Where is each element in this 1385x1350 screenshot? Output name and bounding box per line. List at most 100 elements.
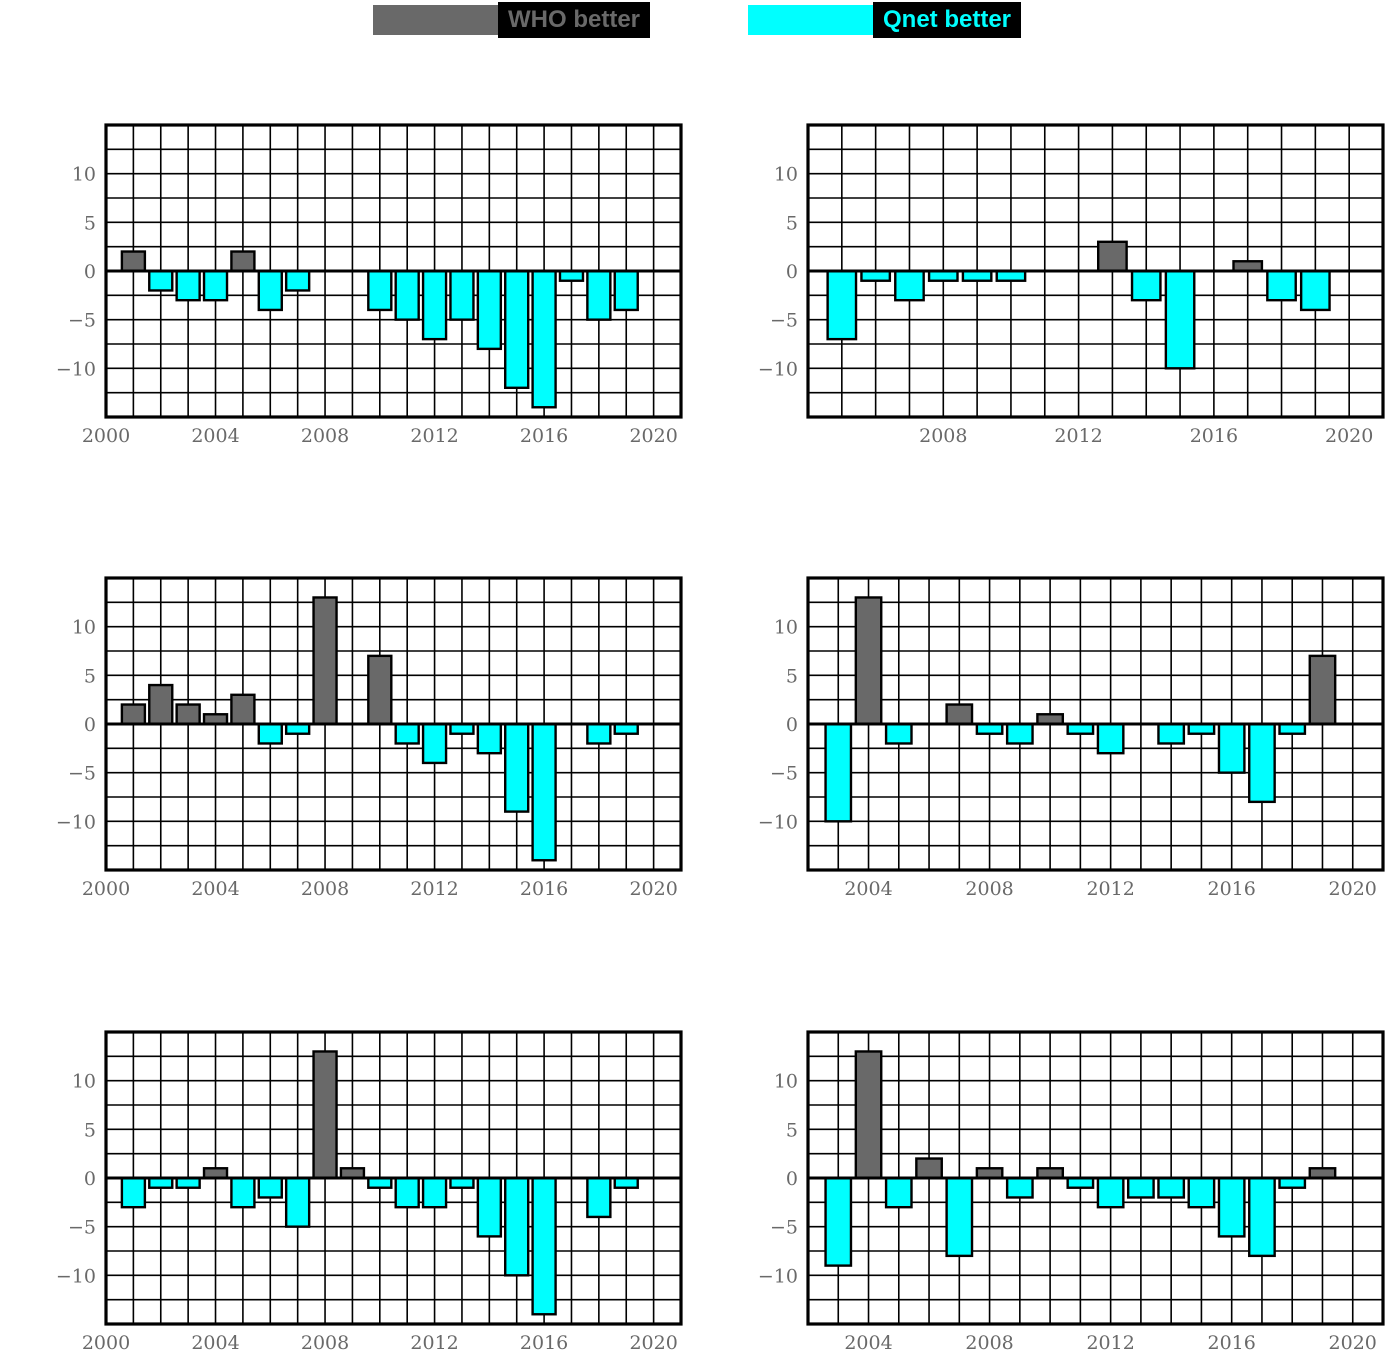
- bar-2011: [394, 722, 420, 745]
- x-tick-label: 2012: [410, 425, 458, 447]
- y-tick-label: −5: [770, 763, 798, 785]
- bar-2008: [312, 596, 338, 726]
- x-tick-label: 2016: [520, 1332, 568, 1350]
- bar-2013: [449, 269, 475, 321]
- bar-2015: [504, 1176, 530, 1277]
- bar-2014: [476, 1176, 503, 1238]
- bar-2007: [284, 269, 311, 292]
- x-tick-label: 2000: [82, 1332, 130, 1350]
- x-tick-label: 2012: [410, 878, 458, 900]
- bar-2016: [1217, 722, 1246, 774]
- y-tick-label: 5: [786, 1119, 798, 1141]
- x-tick-label: 2012: [1086, 878, 1134, 900]
- x-tick-label: 2020: [1329, 878, 1377, 900]
- y-tick-label: 0: [84, 1168, 96, 1190]
- x-tick-label: 2008: [919, 425, 967, 447]
- x-tick-label: 2012: [1086, 1332, 1134, 1350]
- bar-2015: [1187, 1176, 1216, 1209]
- x-tick-label: 2004: [844, 1332, 892, 1350]
- bar-2003: [175, 269, 201, 302]
- bar-2004: [854, 596, 883, 726]
- chart-panel-1: 10 5 0 −5 −10 2000 2004 2008 2012 2016 2020: [56, 123, 683, 447]
- plot-frame: [104, 1030, 683, 1326]
- x-tick-label: 2000: [82, 425, 130, 447]
- plot-frame: [806, 123, 1385, 419]
- x-tick-label: 2012: [1054, 425, 1102, 447]
- bar-2016: [531, 269, 557, 409]
- bar-2014: [1157, 722, 1186, 745]
- plot-frame: [104, 123, 683, 419]
- bar-2003: [824, 1176, 853, 1267]
- x-tick-label: 2004: [844, 878, 892, 900]
- y-tick-label: 5: [84, 665, 96, 687]
- plot-frame: [806, 576, 1385, 872]
- bar-2015: [504, 269, 530, 390]
- bar-2019: [1308, 654, 1337, 726]
- y-tick-label: −10: [758, 1265, 798, 1287]
- bar-2012: [421, 269, 448, 341]
- x-tick-label: 2012: [410, 1332, 458, 1350]
- bar-2014: [476, 269, 503, 351]
- bar-2002: [148, 683, 174, 726]
- bar-2001: [120, 1176, 147, 1209]
- x-tick-label: 2016: [1190, 425, 1238, 447]
- x-tick-label: 2020: [629, 425, 677, 447]
- bar-2019: [1299, 269, 1331, 312]
- bar-2005: [884, 722, 913, 745]
- x-tick-label: 2008: [965, 1332, 1013, 1350]
- x-tick-label: 2008: [301, 878, 349, 900]
- bar-2014: [1130, 269, 1162, 302]
- bar-2009: [1005, 722, 1034, 745]
- bar-2008: [312, 1050, 338, 1180]
- bar-2007: [945, 703, 974, 726]
- bar-2005: [230, 250, 256, 273]
- bar-2019: [613, 269, 639, 312]
- y-tick-label: −5: [68, 763, 96, 785]
- y-tick-label: 10: [72, 617, 96, 639]
- bar-2017: [1248, 722, 1276, 804]
- bar-2004: [202, 269, 229, 302]
- y-tick-label: 0: [84, 261, 96, 283]
- x-tick-label: 2020: [629, 878, 677, 900]
- bar-2010: [367, 654, 393, 726]
- y-tick-label: 5: [84, 212, 96, 234]
- plot-frame: [104, 576, 683, 872]
- y-tick-label: 10: [72, 164, 96, 186]
- bar-2005: [884, 1176, 913, 1209]
- bar-2006: [257, 269, 283, 312]
- plot-frame: [806, 1030, 1385, 1326]
- chart-panel-2: 10 5 0 −5 −10 2008 2012 2016 2020: [758, 123, 1385, 447]
- y-tick-label: 0: [786, 1168, 798, 1190]
- x-tick-label: 2008: [301, 425, 349, 447]
- bar-2014: [476, 722, 503, 755]
- bar-2001: [120, 703, 147, 726]
- chart-panel-4: 10 5 0 −5 −10 2004 2008 2012 2016 2020: [758, 576, 1385, 900]
- bar-2018: [586, 269, 612, 321]
- bar-2007: [894, 269, 925, 302]
- x-tick-label: 2020: [1329, 1332, 1377, 1350]
- bar-2006: [257, 722, 283, 745]
- y-tick-label: −10: [56, 1265, 96, 1287]
- bar-2017: [1248, 1176, 1276, 1258]
- bar-2003: [824, 722, 853, 823]
- x-tick-label: 2004: [191, 878, 239, 900]
- y-tick-label: −10: [56, 358, 96, 380]
- chart-panel-6: 10 5 0 −5 −10 2004 2008 2012 2016 2020: [758, 1030, 1385, 1350]
- bar-2018: [1266, 269, 1297, 302]
- legend: WHO better Qnet better: [0, 0, 1385, 50]
- legend-swatch-who: [373, 5, 498, 35]
- bar-2005: [826, 269, 858, 341]
- y-tick-label: −5: [68, 1217, 96, 1239]
- y-tick-label: 10: [774, 164, 798, 186]
- y-tick-label: −5: [770, 1217, 798, 1239]
- bar-2010: [367, 269, 393, 312]
- bar-2016: [1217, 1176, 1246, 1238]
- bar-2018: [586, 1176, 612, 1219]
- y-tick-label: 5: [786, 665, 798, 687]
- bar-2007: [945, 1176, 974, 1258]
- legend-label-qnet: Qnet better: [873, 2, 1022, 38]
- bar-2011: [394, 1176, 420, 1209]
- x-tick-label: 2004: [191, 425, 239, 447]
- x-tick-label: 2020: [1325, 425, 1373, 447]
